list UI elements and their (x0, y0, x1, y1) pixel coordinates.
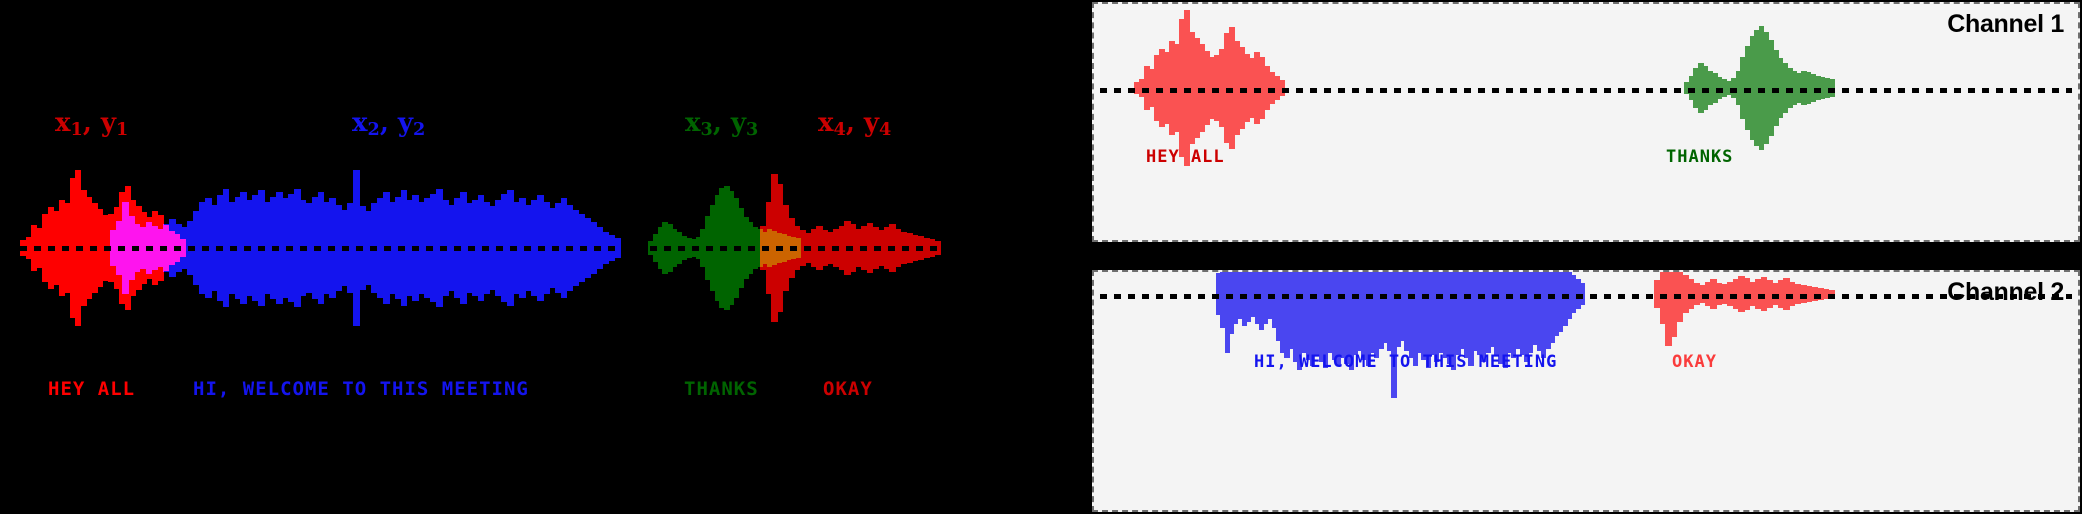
channel-1-segment-label-1: HEY ALL (1146, 147, 1225, 167)
transcript-label-1: HEY ALL (48, 378, 136, 400)
channel-2-panel: Channel 2 HI, WELCOME TO THIS MEETING OKA… (1092, 270, 2080, 512)
left-center-dotted-line (20, 246, 940, 251)
channel-2-segment-label-2: OKAY (1672, 352, 1717, 372)
mixed-waveform-panel: x1, y1 x2, y2 x3, y3 x4, y4 HEY ALL HI, WELC… (20, 108, 941, 400)
transcript-label-3: THANKS (684, 378, 759, 400)
math-label-4: x4, y4 (818, 108, 892, 140)
math-label-2: x2, y2 (352, 108, 426, 140)
channel-2-waveform-1 (1216, 272, 1585, 400)
channel-2-waveform-2 (1654, 272, 1835, 346)
channel-1-segment-label-2: THANKS (1666, 147, 1734, 167)
channel-1-panel: Channel 1 HEY ALL THANKS (1092, 2, 2080, 242)
channel-1-dotted-line (1100, 88, 2072, 93)
transcript-label-4: OKAY (823, 378, 873, 400)
transcript-label-2: HI, WELCOME TO THIS MEETING (193, 378, 529, 400)
channel-2-segment-label-1: HI, WELCOME TO THIS MEETING (1254, 352, 1558, 372)
channel-2-title: Channel 2 (1947, 278, 2064, 306)
channel-1-title: Channel 1 (1947, 10, 2064, 38)
channel-1-waveform-1 (1134, 10, 1285, 166)
math-label-1: x1, y1 (55, 108, 129, 140)
channel-2-dotted-line (1100, 294, 2072, 299)
math-label-3: x3, y3 (685, 108, 759, 140)
channel-1-waveform-2 (1684, 26, 1835, 150)
